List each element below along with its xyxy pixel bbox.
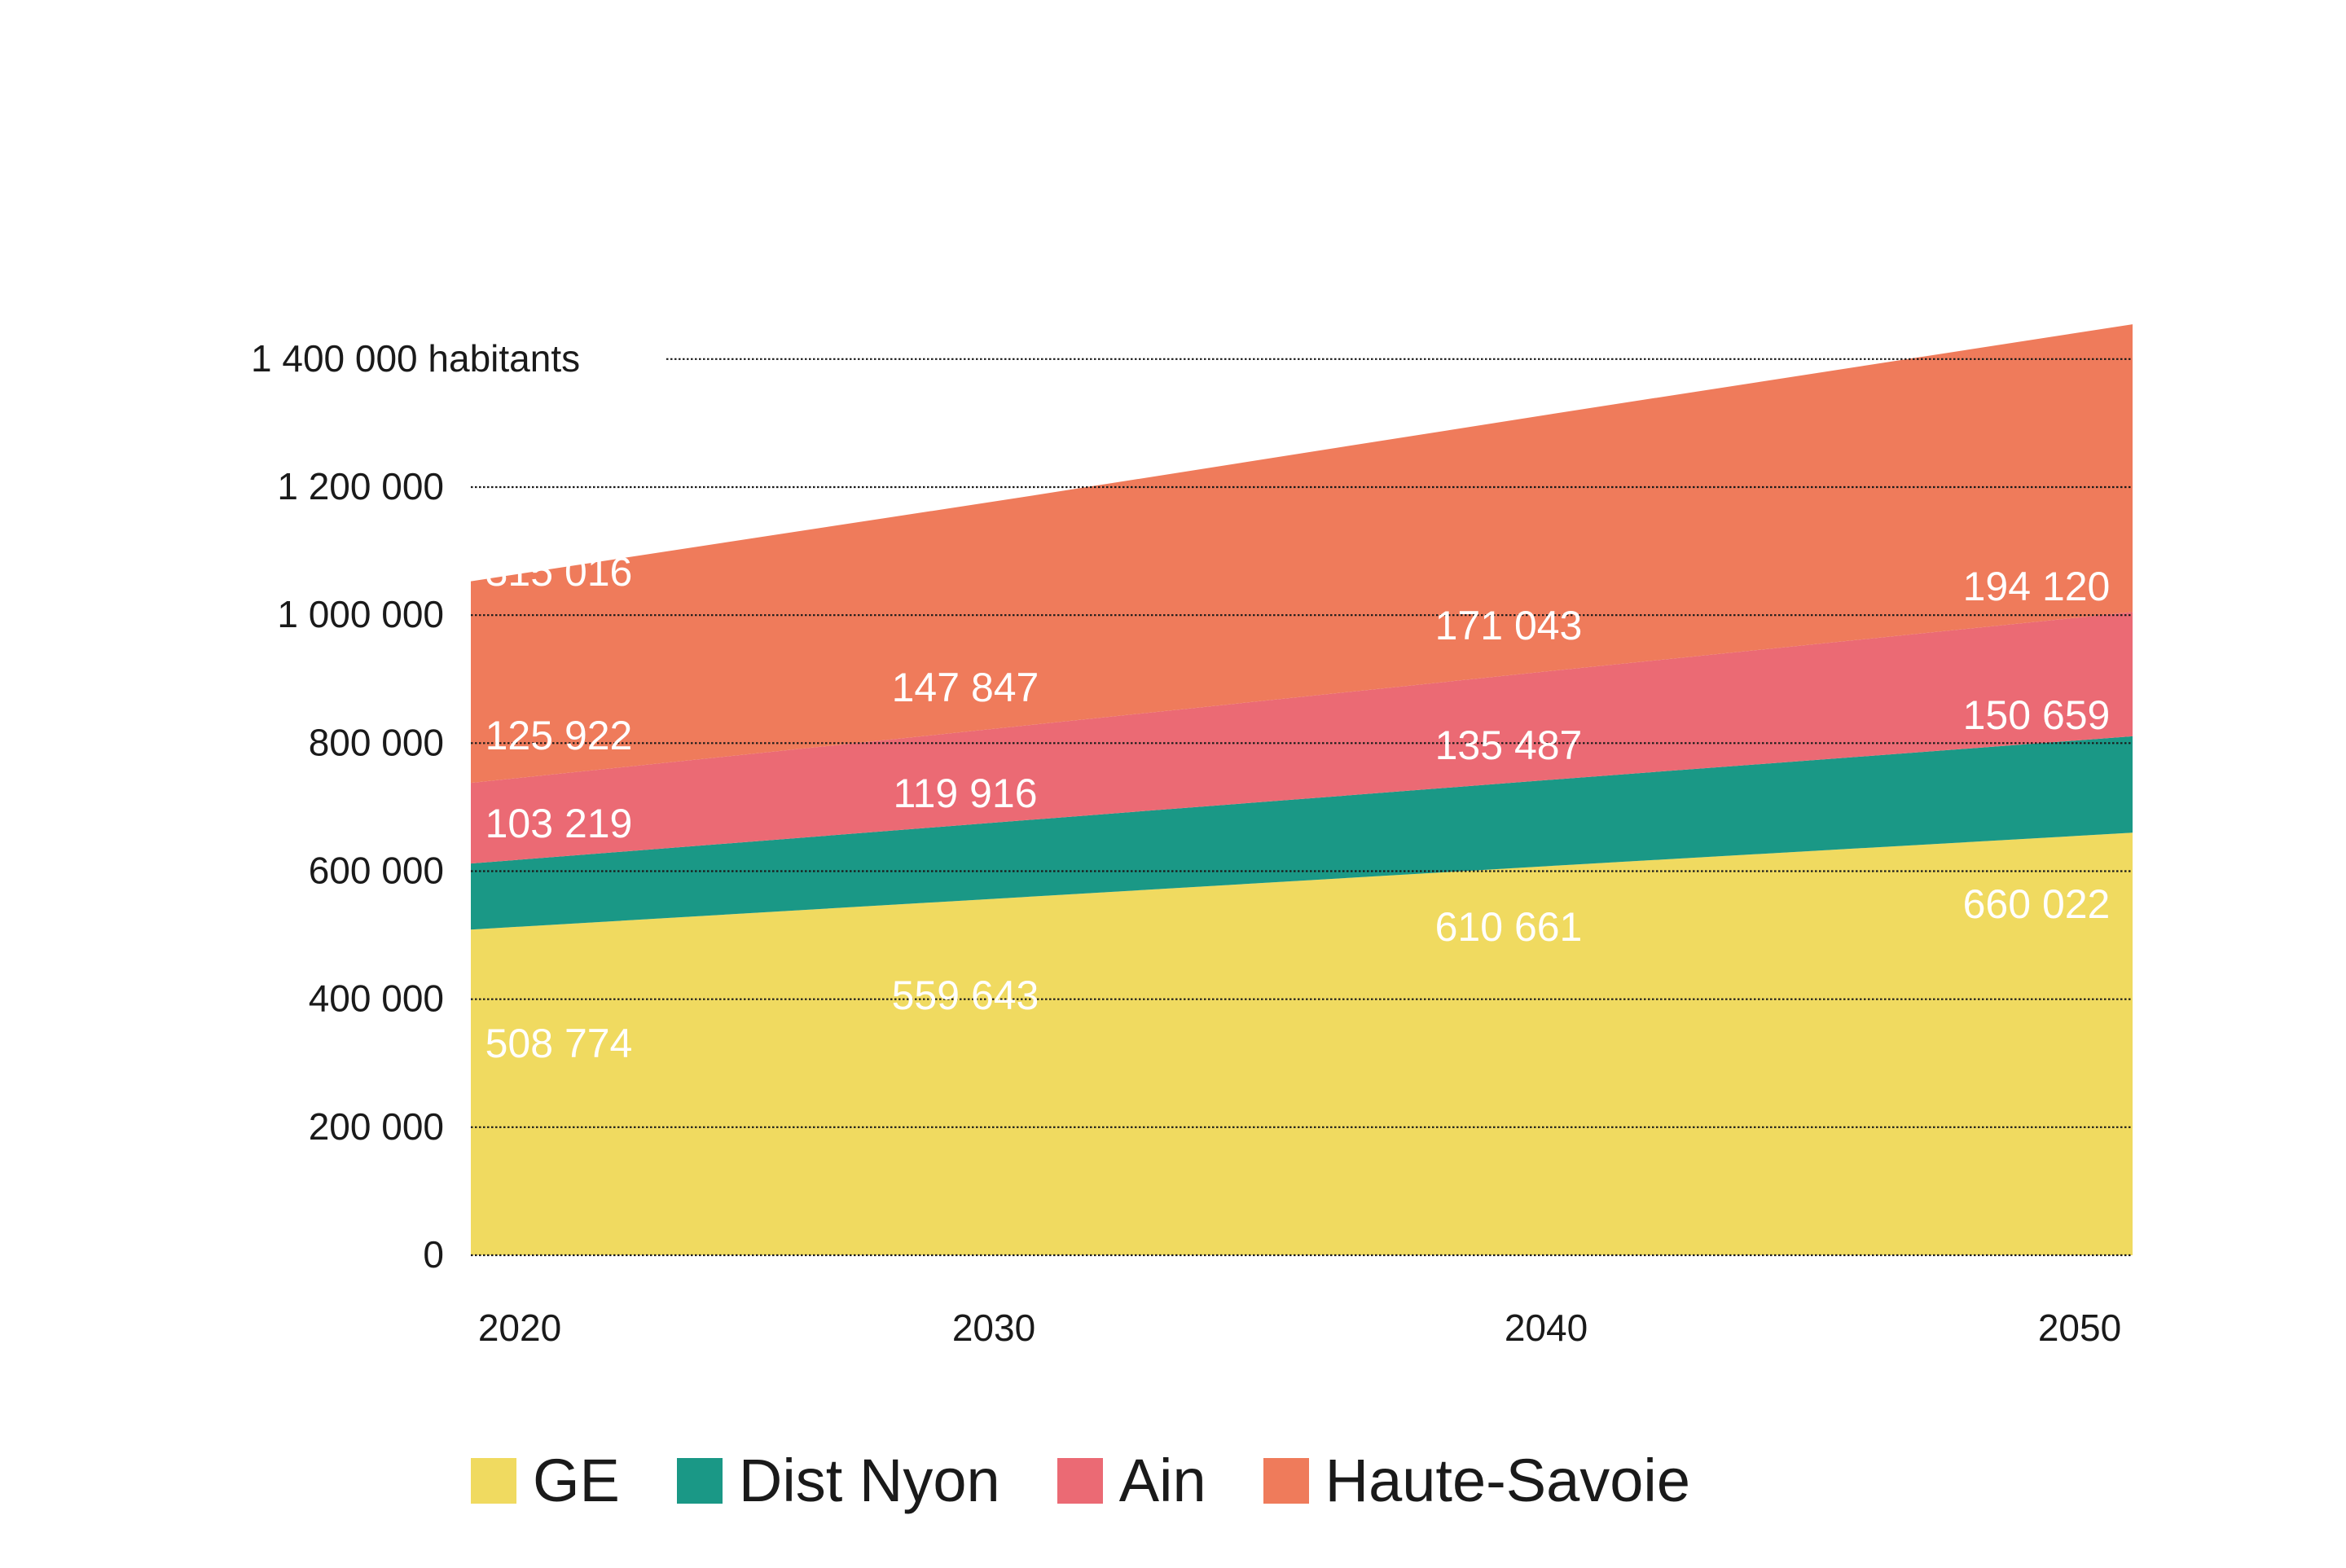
legend-label: Dist Nyon — [738, 1447, 1000, 1514]
y-tick-label: 1 200 000 — [277, 465, 444, 507]
data-label: 660 022 — [1963, 881, 2111, 927]
legend-label: Ain — [1118, 1447, 1206, 1514]
data-label: 147 847 — [892, 665, 1039, 710]
data-label: 171 043 — [1435, 603, 1583, 648]
y-tick-label: 800 000 — [309, 721, 444, 763]
data-label: 150 659 — [1963, 692, 2111, 738]
data-label: 449 574 — [1963, 287, 2111, 332]
data-label: 315 016 — [485, 549, 633, 595]
grid-layer — [471, 358, 2133, 1257]
y-tick-label: 200 000 — [309, 1105, 444, 1148]
data-label: 119 916 — [893, 771, 1037, 816]
legend-swatch — [471, 1458, 516, 1504]
area-dist-nyon — [471, 736, 2133, 930]
y-tick-label: 0 — [423, 1233, 444, 1276]
data-label: 559 643 — [892, 973, 1039, 1018]
legend-item: Ain — [1057, 1451, 1206, 1511]
data-label: 194 120 — [1963, 564, 2111, 609]
y-tick-label: 1 400 000 habitants — [251, 337, 580, 380]
x-axis-ticks: 2020 2030 2040 2050 — [478, 1307, 2121, 1349]
area-ge — [471, 832, 2133, 1255]
data-label: 135 487 — [1435, 723, 1583, 768]
legend-swatch — [1057, 1458, 1103, 1504]
x-tick-label: 2040 — [1505, 1307, 1588, 1349]
data-label: 610 661 — [1435, 904, 1583, 950]
labels-layer: 508 774 559 643 610 661 660 022 103 219 119 9… — [485, 287, 2111, 1066]
data-label: 125 922 — [485, 713, 633, 758]
legend-label: Haute-Savoie — [1325, 1447, 1691, 1514]
legend-swatch — [1263, 1458, 1309, 1504]
y-tick-label: 600 000 — [309, 850, 444, 892]
legend-item: Haute-Savoie — [1263, 1451, 1690, 1511]
legend-swatch — [676, 1458, 723, 1504]
x-tick-label: 2050 — [2038, 1307, 2121, 1349]
x-tick-label: 2030 — [952, 1307, 1035, 1349]
data-label: 357 482 — [892, 446, 1039, 491]
area-haute-savoie — [471, 324, 2133, 784]
y-tick-label: 1 000 000 — [277, 593, 444, 635]
legend-item: GE — [471, 1451, 620, 1511]
area-ain — [471, 612, 2133, 864]
y-tick-label: 400 000 — [309, 977, 444, 1020]
x-tick-label: 2020 — [478, 1307, 561, 1349]
data-label: 508 774 — [485, 1021, 633, 1066]
legend-item: Dist Nyon — [676, 1447, 1000, 1514]
y-axis-ticks: 0 200 000 400 000 600 000 800 000 1 000 000 1 … — [251, 337, 580, 1276]
data-label: 103 219 — [485, 801, 633, 846]
legend: GE Dist Nyon Ain Haute-Savoie — [471, 1440, 1747, 1522]
data-label: 403 597 — [1435, 374, 1583, 419]
legend-label: GE — [533, 1447, 620, 1514]
areas-layer — [471, 324, 2133, 1255]
